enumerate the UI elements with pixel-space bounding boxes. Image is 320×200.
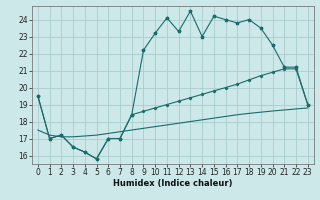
X-axis label: Humidex (Indice chaleur): Humidex (Indice chaleur): [113, 179, 233, 188]
